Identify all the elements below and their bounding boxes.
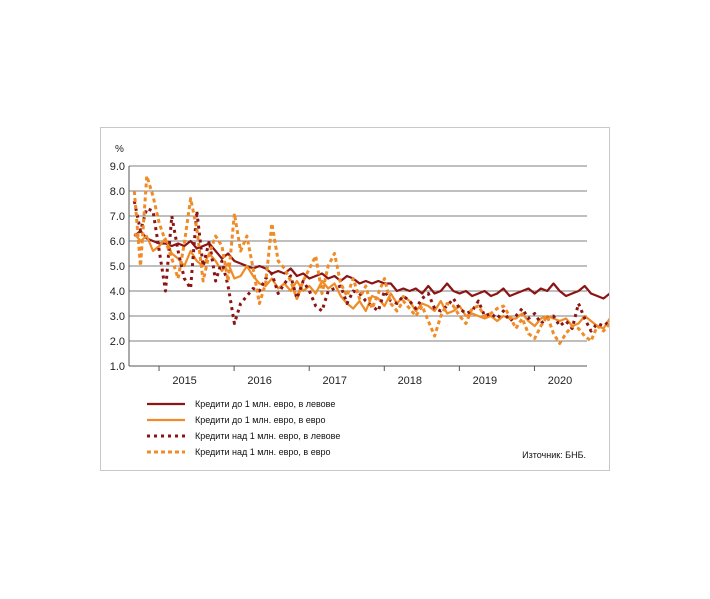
series-line-2 xyxy=(133,232,609,330)
legend-label: Кредити над 1 млн. евро, в левове xyxy=(195,431,340,441)
y-tick-label: 7.0 xyxy=(110,211,125,223)
legend-label: Кредити над 1 млн. евро, в евро xyxy=(195,447,331,457)
x-tick-label: 2017 xyxy=(322,375,346,387)
y-tick-label: 2.0 xyxy=(110,336,125,348)
y-tick-label: 5.0 xyxy=(110,261,125,273)
y-tick-label: 6.0 xyxy=(110,236,125,248)
line-chart: % 9.0 8.0 7.0 6.0 5.0 4.0 3.0 2.0 1.0 2015 2016 201… xyxy=(110,144,609,460)
legend: Кредити до 1 млн. евро, в левове Кредити … xyxy=(147,399,340,457)
y-tick-label: 3.0 xyxy=(110,311,125,323)
x-tick-label: 2019 xyxy=(473,375,497,387)
grid-lines xyxy=(129,165,587,367)
x-tick-label: 2018 xyxy=(398,375,422,387)
x-tick-label: 2015 xyxy=(172,375,196,387)
source-note: Източник: БНБ. xyxy=(522,450,586,460)
axes: 9.0 8.0 7.0 6.0 5.0 4.0 3.0 2.0 1.0 2015 2016 2017 2… xyxy=(110,161,587,387)
y-tick-label: 8.0 xyxy=(110,186,125,198)
legend-label: Кредити до 1 млн. евро, в евро xyxy=(195,415,326,425)
legend-label: Кредити до 1 млн. евро, в левове xyxy=(195,399,335,409)
series-lines xyxy=(132,174,609,345)
y-tick-label: 1.0 xyxy=(110,361,125,373)
y-unit-label: % xyxy=(115,144,124,155)
series-line-4 xyxy=(132,174,609,345)
y-tick-label: 9.0 xyxy=(110,161,125,173)
chart-frame: % 9.0 8.0 7.0 6.0 5.0 4.0 3.0 2.0 1.0 2015 2016 201… xyxy=(100,127,610,471)
y-tick-label: 4.0 xyxy=(110,286,125,298)
x-tick-label: 2020 xyxy=(548,375,572,387)
x-tick-label: 2016 xyxy=(247,375,271,387)
